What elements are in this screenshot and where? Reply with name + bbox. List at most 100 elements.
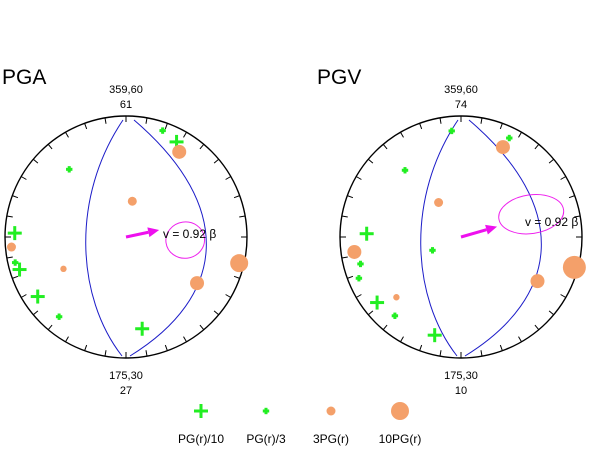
station-marker bbox=[127, 196, 137, 206]
station-marker bbox=[6, 242, 16, 252]
station-marker bbox=[448, 127, 455, 135]
azimuth-tick bbox=[104, 117, 107, 124]
top-pole-label: 359,60 bbox=[444, 84, 478, 96]
azimuth-tick bbox=[199, 143, 205, 150]
station-marker bbox=[429, 247, 436, 254]
azimuth-tick bbox=[382, 324, 388, 331]
azimuth-tick bbox=[145, 350, 148, 357]
azimuth-tick bbox=[419, 123, 423, 130]
bottom-pole-value: 27 bbox=[120, 385, 132, 397]
rupture-velocity-label: v = 0.92 β bbox=[525, 215, 578, 229]
azimuth-tick bbox=[518, 336, 522, 343]
azimuth-tick bbox=[574, 215, 581, 218]
confidence-ellipse-shape bbox=[498, 193, 565, 235]
azimuth-tick bbox=[164, 344, 168, 351]
station-marker bbox=[359, 226, 374, 241]
azimuth-tick bbox=[560, 294, 567, 298]
legend-label-3pg: 3PG(r) bbox=[313, 432, 349, 446]
azimuth-tick bbox=[382, 143, 388, 150]
azimuth-tick bbox=[439, 117, 442, 124]
azimuth-tick bbox=[499, 344, 503, 351]
station-marker bbox=[172, 144, 187, 159]
bottom-pole-label: 175,30 bbox=[109, 370, 143, 382]
station-marker bbox=[190, 276, 205, 291]
azimuth-tick bbox=[239, 215, 246, 218]
azimuth-tick bbox=[367, 310, 374, 316]
azimuth-tick bbox=[355, 176, 362, 180]
station-marker bbox=[355, 275, 363, 282]
station-marker bbox=[66, 166, 73, 173]
azimuth-tick bbox=[183, 131, 187, 138]
azimuth-tick bbox=[341, 256, 348, 259]
arrow-shaft bbox=[460, 228, 487, 239]
legend-symbol bbox=[326, 406, 336, 416]
station-marker bbox=[370, 295, 385, 310]
azimuth-tick bbox=[548, 158, 555, 164]
azimuth-tick bbox=[400, 131, 404, 138]
top-pole-value: 61 bbox=[120, 99, 132, 111]
bottom-pole-label: 175,30 bbox=[444, 370, 478, 382]
station-marker bbox=[357, 260, 364, 268]
station-marker bbox=[12, 262, 27, 277]
azimuth-tick bbox=[213, 158, 220, 164]
station-markers bbox=[347, 127, 586, 343]
station-marker bbox=[427, 328, 442, 343]
azimuth-tick bbox=[400, 336, 404, 343]
bottom-pole-value: 10 bbox=[455, 385, 467, 397]
panel-title: PGA bbox=[2, 66, 46, 89]
azimuth-tick bbox=[32, 310, 39, 316]
azimuth-tick bbox=[548, 310, 555, 316]
top-pole-value: 74 bbox=[455, 99, 467, 111]
legend-label-pg-over-10: PG(r)/10 bbox=[178, 432, 224, 446]
legend-label-10pg: 10PG(r) bbox=[379, 432, 422, 446]
azimuth-tick bbox=[65, 336, 69, 343]
azimuth-tick bbox=[20, 176, 27, 180]
legend: PG(r)/10 PG(r)/3 3PG(r) 10PG(r) bbox=[178, 402, 421, 446]
top-pole-label: 359,60 bbox=[109, 84, 143, 96]
azimuth-tick bbox=[355, 294, 362, 298]
nodal-plane-2 bbox=[420, 119, 459, 357]
azimuth-tick bbox=[480, 350, 483, 357]
nodal-plane-2 bbox=[85, 119, 124, 357]
azimuth-tick bbox=[568, 195, 575, 199]
azimuth-tick bbox=[233, 195, 240, 199]
station-marker bbox=[347, 244, 362, 259]
azimuth-tick bbox=[183, 336, 187, 343]
azimuth-tick bbox=[347, 195, 354, 199]
azimuth-tick bbox=[499, 123, 503, 130]
azimuth-tick bbox=[12, 195, 19, 199]
azimuth-tick bbox=[84, 344, 88, 351]
nodal-plane-1 bbox=[129, 119, 207, 357]
azimuth-tick bbox=[164, 123, 168, 130]
stereonet-rim bbox=[4, 115, 248, 359]
confidence-ellipse bbox=[498, 193, 565, 235]
legend-symbol bbox=[391, 402, 409, 420]
azimuth-tick bbox=[534, 324, 540, 331]
station-marker bbox=[135, 321, 150, 336]
station-markers bbox=[6, 127, 249, 336]
azimuth-tick bbox=[6, 256, 13, 259]
rupture-direction-arrow bbox=[460, 224, 498, 239]
station-marker bbox=[7, 226, 22, 241]
azimuth-tick bbox=[6, 215, 13, 218]
arrow-head bbox=[147, 227, 160, 238]
station-marker bbox=[60, 265, 67, 273]
station-marker bbox=[11, 259, 19, 266]
legend-symbol bbox=[194, 404, 208, 418]
rupture-velocity-label: v = 0.92 β bbox=[163, 227, 216, 241]
azimuth-tick bbox=[84, 123, 88, 130]
azimuth-tick bbox=[20, 294, 27, 298]
azimuth-tick bbox=[419, 344, 423, 351]
azimuth-tick bbox=[65, 131, 69, 138]
confidence-ellipse-shape bbox=[165, 221, 206, 259]
azimuth-tick bbox=[199, 324, 205, 331]
azimuth-tick bbox=[213, 310, 220, 316]
azimuth-tick bbox=[47, 324, 53, 331]
station-marker bbox=[495, 140, 510, 155]
azimuth-tick bbox=[12, 275, 19, 279]
nodal-planes bbox=[420, 119, 542, 357]
azimuth-tick bbox=[560, 176, 567, 180]
nodal-plane-1 bbox=[464, 119, 542, 357]
azimuth-tick bbox=[104, 350, 107, 357]
